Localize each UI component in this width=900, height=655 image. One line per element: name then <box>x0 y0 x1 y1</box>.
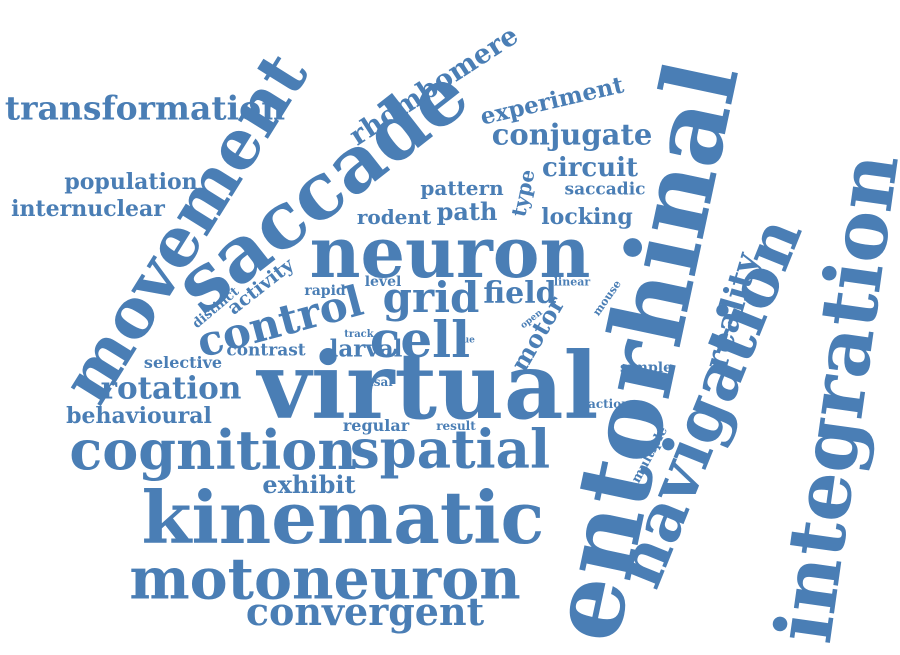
word-internuclear: internuclear <box>11 196 165 222</box>
word-larval: larval <box>329 335 403 363</box>
word-field: field <box>483 276 557 311</box>
word-contrast: contrast <box>226 340 306 361</box>
word-simple: simple <box>619 360 673 376</box>
word-cognition: cognition <box>69 418 357 482</box>
word-kinematic: kinematic <box>141 475 545 560</box>
word-pattern: pattern <box>420 176 504 200</box>
word-grid: grid <box>382 273 480 322</box>
word-nasal: nasal <box>357 375 393 389</box>
word-rapid: rapid <box>304 283 346 299</box>
word-virtual: virtual <box>257 332 599 440</box>
word-linear: linear <box>553 275 591 289</box>
word-cell: cell <box>369 310 471 369</box>
word-cue: cue <box>457 335 475 346</box>
word-level: level <box>364 274 402 290</box>
word-regular: regular <box>342 416 410 435</box>
word-action: action <box>588 397 630 411</box>
word-circuit: circuit <box>541 153 639 183</box>
word-spatial: spatial <box>349 418 551 481</box>
word-result: result <box>436 419 476 433</box>
word-exhibit: exhibit <box>262 470 356 499</box>
word-track: track <box>344 329 374 340</box>
word-rotation: rotation <box>100 370 242 407</box>
word-locking: locking <box>541 204 633 230</box>
word-behavioural: behavioural <box>66 403 212 429</box>
word-transformation: transformation <box>4 88 286 128</box>
word-convergent: convergent <box>245 589 485 634</box>
word-motoneuron: motoneuron <box>129 545 521 613</box>
word-selective: selective <box>143 353 223 372</box>
word-saccadic: saccadic <box>564 179 646 200</box>
word-population: population <box>64 169 198 195</box>
word-conjugate: conjugate <box>491 117 653 152</box>
word-rodent: rodent <box>356 205 432 229</box>
word-neuron: neuron <box>309 211 591 294</box>
word-path: path <box>436 197 498 226</box>
